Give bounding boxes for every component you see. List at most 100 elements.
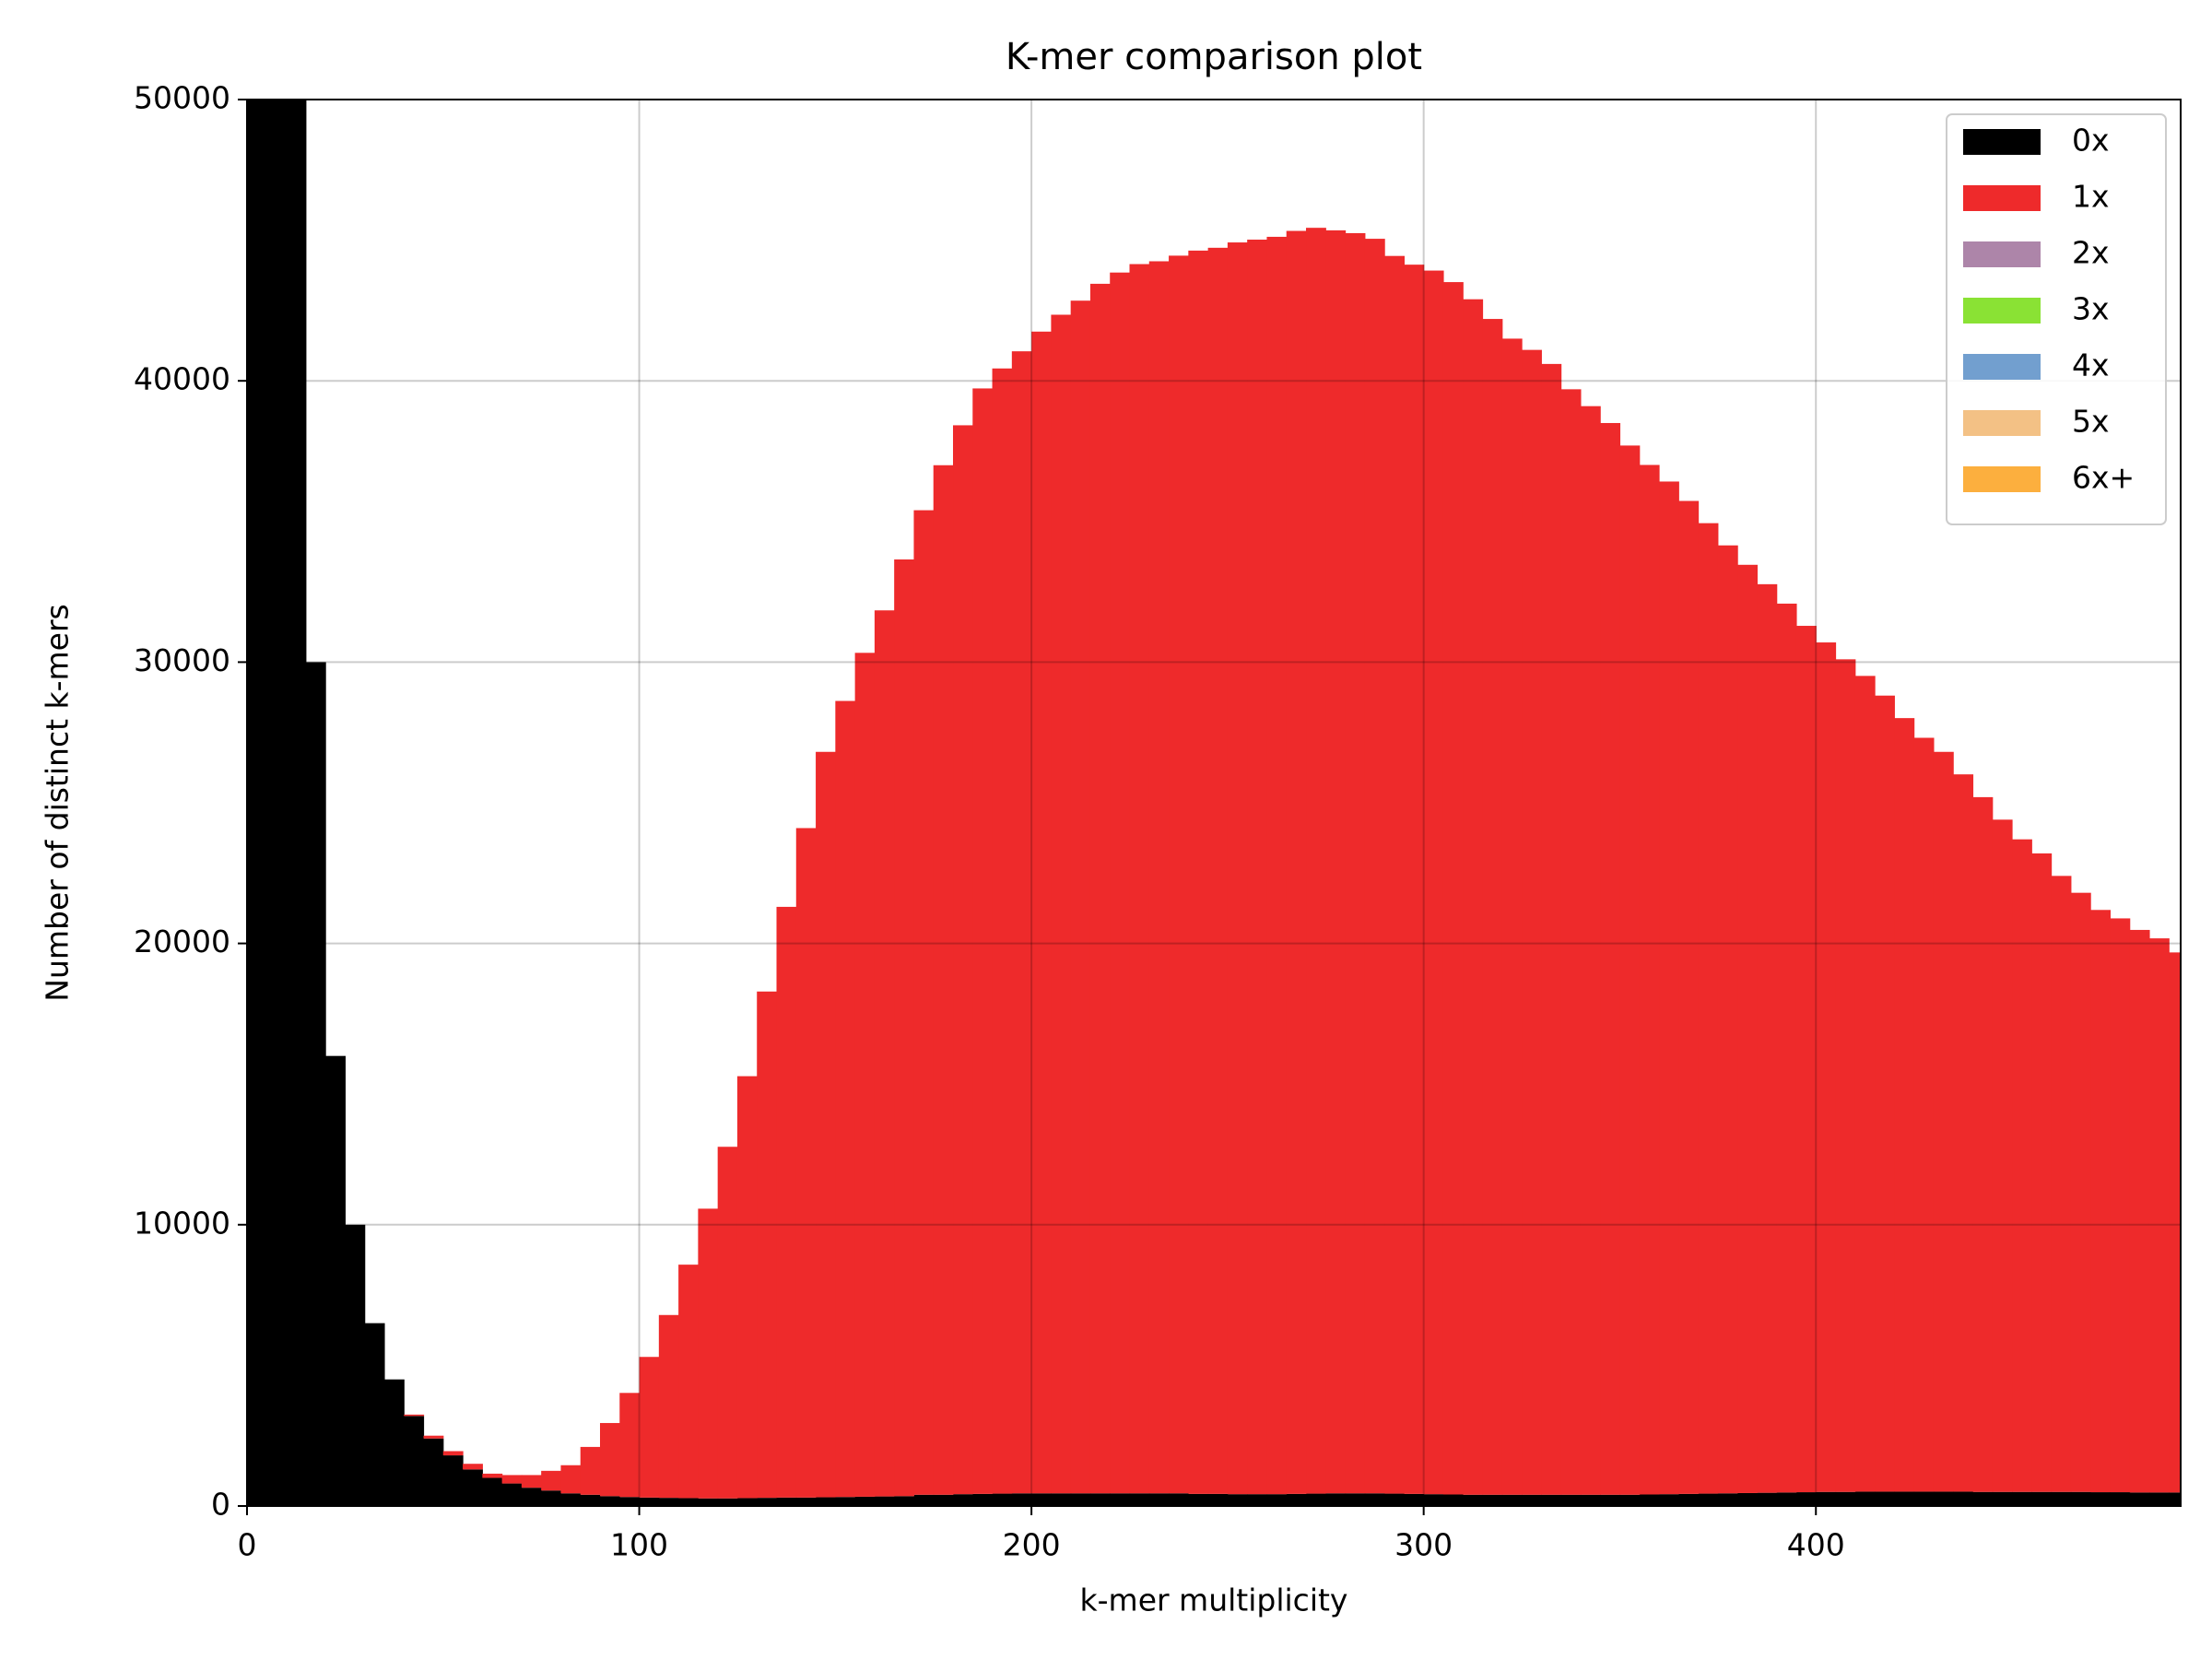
bar [423,1438,444,1506]
bar [1286,230,1307,1494]
bar [1737,564,1758,1493]
bar [1913,737,1935,1492]
plot-area [247,100,2181,1506]
y-tick-label: 40000 [134,361,230,397]
bar [1404,1493,1425,1506]
y-tick-label: 20000 [134,924,230,959]
bar [933,465,954,1495]
bar [2090,1492,2111,1506]
bar [1776,603,1797,1493]
bar [717,1498,738,1506]
bar [2169,952,2181,1493]
bar [2110,1492,2131,1506]
bar [757,1498,778,1506]
bar [521,1488,542,1506]
bar [501,1483,523,1506]
bar [1795,626,1817,1493]
bar [795,828,817,1498]
bar [2051,1491,2072,1506]
bar [1482,1494,1503,1506]
bar [1992,1491,2013,1506]
bar [894,1496,915,1506]
legend-label: 3x [2072,291,2110,327]
legend-label: 5x [2072,404,2110,440]
x-tick-label: 400 [1787,1527,1845,1563]
bar [1854,676,1876,1492]
bar [698,1498,719,1506]
plot-frame [246,99,2182,1507]
x-tick-label: 100 [610,1527,668,1563]
bar [442,1455,464,1506]
bar [1717,1493,1738,1506]
bar [1659,481,1679,1495]
bar [639,1497,660,1506]
bar [1972,1491,1994,1506]
bar [874,1496,895,1506]
bar [1580,406,1601,1495]
legend-swatch [1963,354,2041,380]
bar [1659,1494,1679,1506]
bar [1364,1493,1385,1506]
bar [541,1470,562,1491]
bar [1364,239,1385,1494]
bar [2148,938,2170,1493]
bar [600,1496,620,1506]
bar [1522,349,1542,1495]
bar [894,559,915,1497]
bar [736,1076,758,1499]
bar [1148,261,1170,1494]
bar [1698,523,1719,1494]
legend-label: 6x+ [2072,460,2135,496]
bar [1600,1494,1621,1506]
bar [835,1497,856,1506]
legend-label: 1x [2072,179,2110,215]
bar [1423,1494,1444,1506]
bar [835,700,856,1498]
bar [1110,272,1131,1494]
bar [736,1498,758,1506]
bar [1953,1491,1974,1506]
legend-swatch [1963,298,2041,324]
bar [816,751,836,1498]
bar [1070,1493,1091,1506]
bar [1560,1494,1582,1506]
bar [2070,892,2091,1492]
bar [1169,1493,1189,1506]
bar [580,1446,601,1495]
bar [1247,239,1268,1495]
bar [816,1497,836,1506]
bar [1031,1493,1052,1506]
bar [1110,1493,1131,1506]
bar [501,1475,523,1484]
bar [2090,910,2111,1493]
bar [1227,242,1248,1495]
bar [2129,929,2150,1493]
bar [2148,1492,2170,1506]
bar [2129,1492,2150,1506]
bar [1816,1491,1837,1506]
bar [1463,1494,1484,1506]
bar [463,1464,483,1470]
bar [1522,1494,1542,1506]
bar [1129,1493,1150,1506]
bar [757,991,778,1499]
bar [776,1497,797,1506]
bar [1835,1491,1856,1506]
bar [854,1496,876,1506]
x-tick-label: 200 [1003,1527,1061,1563]
y-tick-label: 10000 [134,1205,230,1241]
bar [600,1422,620,1497]
legend-swatch [1963,185,2041,211]
x-axis-label: k-mer multiplicity [1080,1583,1348,1618]
bar [1188,250,1209,1494]
legend-swatch [1963,466,2041,492]
legend-swatch [1963,241,2041,267]
bar [463,1469,483,1506]
bar [1933,751,1954,1492]
bar [2110,918,2131,1493]
bar [1933,1491,1954,1506]
bar [383,1379,405,1506]
bar [1737,1492,1758,1506]
bar [658,1314,679,1499]
bar [795,1497,817,1506]
